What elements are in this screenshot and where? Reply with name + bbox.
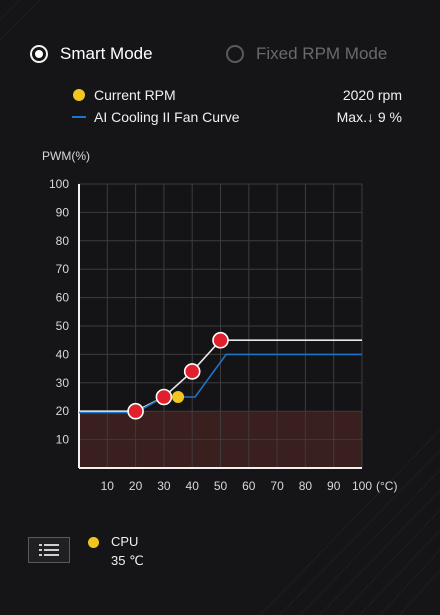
current-rpm-value: 2020 rpm <box>342 87 402 103</box>
y-tick-label: 30 <box>56 376 70 390</box>
y-tick-label: 20 <box>56 404 70 418</box>
legend-current-rpm: Current RPM 2020 rpm <box>72 85 402 105</box>
fixed-rpm-mode-label: Fixed RPM Mode <box>256 44 388 63</box>
x-tick-label: 50 <box>214 479 228 493</box>
fixed-rpm-mode-radio[interactable] <box>226 45 244 63</box>
ai-curve-line-icon <box>72 116 86 118</box>
x-tick-label: 80 <box>299 479 313 493</box>
x-tick-label: 30 <box>157 479 171 493</box>
y-tick-label: 70 <box>56 262 70 276</box>
fan-curve-chart[interactable]: 10 20 30 40 50 60 70 80 90 100 10 20 30 40 50 60 70 80 90 1… <box>0 140 440 500</box>
y-tick-label: 90 <box>56 205 70 219</box>
x-tick-label: 90 <box>327 479 341 493</box>
y-tick-label: 80 <box>56 234 70 248</box>
fan-curve-point-handle[interactable] <box>155 388 173 406</box>
fan-curve-point-handle[interactable] <box>127 402 144 420</box>
fan-curve-point-handle[interactable] <box>183 363 201 380</box>
y-axis-label: PWM(%) <box>42 149 90 163</box>
smart-mode-radio[interactable] <box>30 45 48 63</box>
y-tick-label: 60 <box>56 291 70 305</box>
y-tick-label: 100 <box>49 177 69 191</box>
legend-ai-curve: AI Cooling II Fan Curve Max.↓ 9 % <box>72 107 402 127</box>
current-rpm-point <box>172 391 185 403</box>
sensor-dot-icon <box>88 537 99 548</box>
x-tick-label: 100 <box>352 479 372 493</box>
y-tick-label: 10 <box>56 433 70 447</box>
x-axis-unit: (°C) <box>376 479 397 493</box>
smart-mode-label: Smart Mode <box>60 44 153 63</box>
y-tick-label: 50 <box>56 319 70 333</box>
x-tick-label: 40 <box>186 479 200 493</box>
mode-selector: Smart Mode Fixed RPM Mode <box>30 44 440 70</box>
x-tick-label: 20 <box>129 479 143 493</box>
fixed-rpm-mode-option[interactable]: Fixed RPM Mode <box>226 44 387 64</box>
x-tick-label: 10 <box>101 479 115 493</box>
sensor-temperature: 35 ℃ <box>111 553 144 568</box>
sensor-name: CPU <box>111 534 139 549</box>
current-rpm-dot-icon <box>73 89 85 101</box>
current-rpm-label: Current RPM <box>94 87 176 103</box>
ai-curve-label: AI Cooling II Fan Curve <box>94 109 240 125</box>
x-tick-label: 60 <box>242 479 256 493</box>
ai-curve-value: Max.↓ 9 % <box>336 109 402 125</box>
fan-curve-point-handle[interactable] <box>212 331 229 349</box>
x-tick-label: 70 <box>270 479 284 493</box>
fan-curve-line <box>79 339 362 413</box>
smart-mode-option[interactable]: Smart Mode <box>30 44 153 64</box>
list-icon <box>39 544 59 556</box>
sensor-list-button[interactable] <box>28 537 70 563</box>
y-tick-label: 40 <box>56 347 70 361</box>
